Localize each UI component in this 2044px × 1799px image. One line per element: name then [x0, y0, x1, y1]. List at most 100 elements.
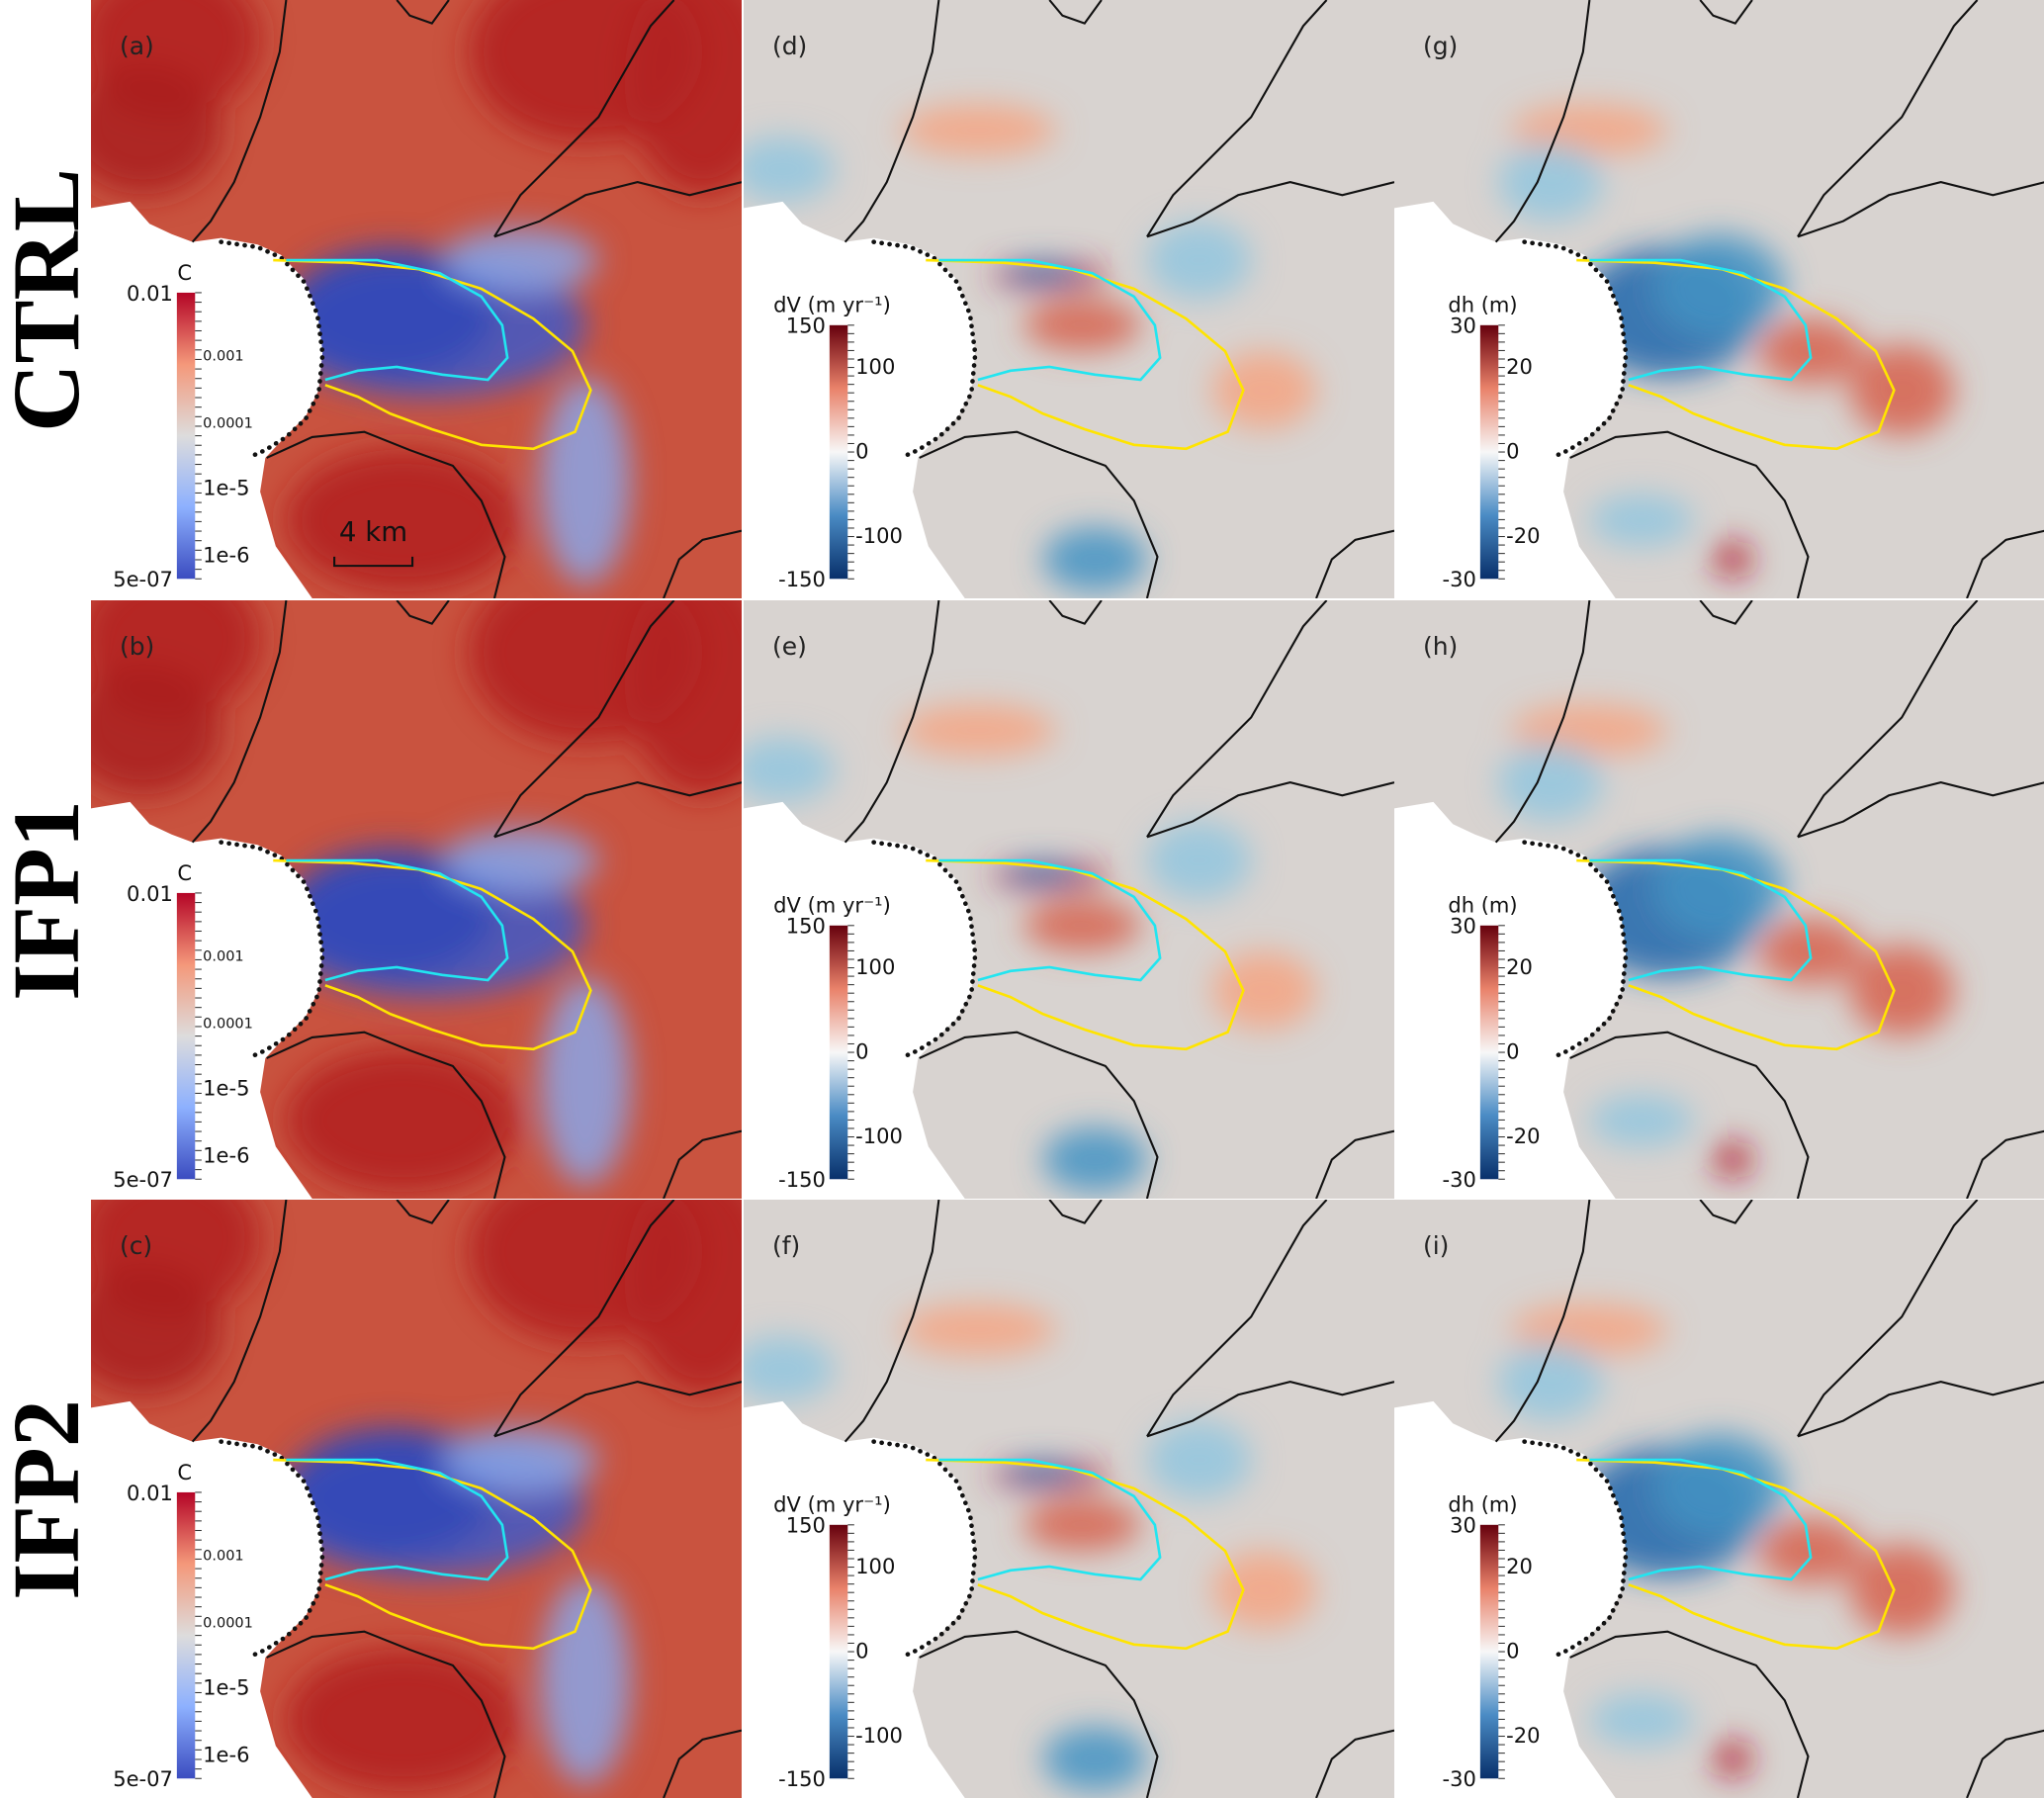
outer-outline — [273, 258, 592, 451]
field-patches — [744, 704, 1317, 1193]
no-data-region — [91, 801, 323, 1199]
no-data-region — [744, 801, 976, 1199]
contour-line — [1494, 600, 1591, 844]
colorbar-max-label: 30 — [1450, 914, 1476, 939]
contour-line — [1966, 529, 2044, 598]
contour-line — [844, 1200, 940, 1443]
colorbar-title: dh (m) — [1448, 293, 1517, 317]
field-patch — [442, 828, 599, 893]
colorbar-tick-label: 0.001 — [203, 1549, 243, 1565]
colorbar-tick-label: 0 — [1506, 1639, 1519, 1664]
contour-line — [1797, 1200, 1979, 1437]
map-canvas: (i) dh (m)30 -30 20 0 -20 — [1394, 1200, 2044, 1798]
colorbar: dV (m yr⁻¹)150 -150 100 0 -100 — [773, 293, 903, 592]
scale-bar-line — [333, 556, 414, 568]
colorbar-tick-label: 1e-5 — [203, 1076, 249, 1101]
colorbar-title: dh (m) — [1448, 1492, 1517, 1517]
inner-outline — [1589, 1458, 1813, 1581]
colorbar-tick-label: 100 — [855, 354, 895, 379]
map-panel-dh: (i) dh (m) 30 -30 20 0 -20 — [1394, 1200, 2044, 1798]
colorbar: dh (m)30 -30 20 0 -20 — [1443, 1492, 1541, 1792]
inner-outline — [938, 1458, 1162, 1581]
contour-line — [493, 0, 675, 237]
colorbar-min-label: -150 — [778, 1766, 826, 1791]
colorbar-tick-label: 1e-5 — [203, 476, 249, 500]
colorbar-tick-label: 0 — [855, 1639, 868, 1664]
field-patches — [91, 600, 742, 1193]
field-patch — [1654, 1433, 1785, 1538]
contour-line — [844, 0, 940, 243]
row-label: IFP1 — [0, 600, 99, 1200]
contour-line — [493, 781, 742, 839]
field-patch — [1042, 1726, 1147, 1792]
field-patch — [624, 1200, 742, 1395]
colorbar-title: C — [177, 260, 192, 285]
scale-bar-label: 4 km — [339, 515, 407, 548]
map-canvas: (f) dV (m yr⁻¹)150 -150 100 0 -100 — [744, 1200, 1394, 1798]
contour-line — [1315, 1729, 1394, 1798]
colorbar-title: dV (m yr⁻¹) — [773, 293, 891, 317]
contour-line — [1699, 600, 1753, 625]
contour-line — [1569, 430, 1810, 598]
colorbar-title: C — [177, 860, 192, 885]
map-panel-dV: (e) dV (m yr⁻¹) 150 -150 100 0 -100 — [744, 600, 1394, 1199]
contour-line — [1146, 1381, 1394, 1438]
field-patch — [1714, 541, 1751, 578]
colorbar-title: dh (m) — [1448, 893, 1517, 918]
panel-letter: (c) — [120, 1231, 152, 1260]
colorbar-tick-label: -20 — [1506, 523, 1540, 548]
row-label-text: CTRL — [0, 167, 99, 432]
field-patch — [540, 377, 632, 585]
colorbar-tick-label: -100 — [855, 1723, 903, 1748]
contour-line — [1494, 0, 1591, 243]
colorbar: dV (m yr⁻¹)150 -150 100 0 -100 — [773, 1492, 903, 1792]
colorbar: dV (m yr⁻¹)150 -150 100 0 -100 — [773, 893, 903, 1193]
colorbar-bar — [176, 892, 196, 1180]
outer-outline — [1576, 858, 1896, 1051]
colorbar-bar — [829, 324, 848, 580]
colorbar-tick-label: -20 — [1506, 1723, 1540, 1748]
outer-outline — [1576, 1458, 1896, 1651]
row-label: CTRL — [0, 0, 99, 599]
colorbar-bar — [176, 292, 196, 580]
field-patch — [1589, 494, 1694, 547]
field-patch — [1849, 344, 1954, 436]
field-patch — [899, 1304, 1056, 1356]
contour-line — [919, 1031, 1159, 1199]
field-patch — [1146, 1420, 1252, 1499]
colorbar-tick-label: 0.0001 — [203, 416, 253, 432]
no-data-region — [744, 1400, 976, 1798]
colorbar-tick-label: 0.001 — [203, 949, 243, 965]
colorbar-min-label: -30 — [1443, 567, 1476, 591]
colorbar-tick-label: 20 — [1506, 354, 1533, 379]
row-label: IFP2 — [0, 1200, 99, 1799]
inner-outline — [938, 858, 1162, 982]
ice-front-dotted-line — [871, 1439, 978, 1658]
field-patch — [1498, 743, 1603, 822]
contour-line — [191, 1200, 288, 1443]
colorbar-tick-label: -20 — [1506, 1124, 1540, 1148]
contour-line — [1315, 1129, 1394, 1199]
ice-front-dotted-line — [871, 840, 978, 1058]
field-patch — [1042, 1126, 1147, 1193]
contour-line — [1797, 1381, 2044, 1438]
field-patch — [540, 977, 632, 1186]
no-data-region — [1394, 801, 1627, 1199]
inner-outline — [286, 258, 509, 382]
colorbar-tick-label: -100 — [855, 523, 903, 548]
map-panel-C: (a) C 0.01 5e-07 0.001 0.0001 1e-5 1e-6 4 km — [91, 0, 742, 598]
field-patch — [1849, 944, 1954, 1036]
outer-outline — [926, 858, 1245, 1051]
contour-line — [1569, 1630, 1810, 1798]
colorbar-max-label: 0.01 — [127, 281, 173, 306]
field-patch — [1511, 104, 1668, 156]
colorbar-max-label: 0.01 — [127, 881, 173, 906]
field-patch — [1022, 299, 1141, 352]
colorbar-tick-label: -100 — [855, 1124, 903, 1148]
field-patch — [1589, 1693, 1694, 1747]
colorbar-bar — [176, 1491, 196, 1779]
colorbar-tick-label: 0 — [1506, 1039, 1519, 1064]
no-data-region — [91, 1400, 323, 1798]
ice-front-dotted-line — [871, 239, 978, 458]
field-patches — [744, 104, 1317, 592]
